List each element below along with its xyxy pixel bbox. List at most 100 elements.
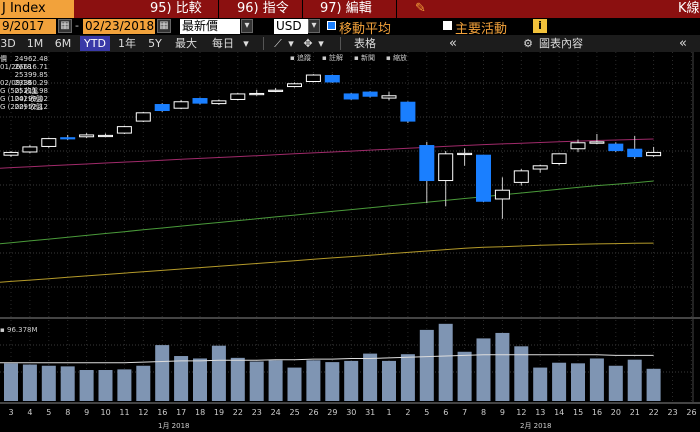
moving-avg-checkbox[interactable] — [327, 21, 336, 30]
period-1y[interactable]: 1年 — [118, 37, 136, 50]
volume-bar — [287, 367, 302, 401]
x-tick-label: 30 — [346, 408, 357, 417]
chevron-down-icon[interactable]: ▾ — [243, 37, 249, 50]
compare-button[interactable]: 95) 比較 — [150, 1, 202, 16]
x-tick-label: 19 — [213, 408, 225, 417]
ma50-line — [0, 138, 654, 169]
gear-icon[interactable]: ⚙ — [523, 37, 533, 50]
x-tick-label: 26 — [686, 408, 697, 417]
start-date-field[interactable]: 9/2017 — [0, 19, 56, 34]
candle — [532, 164, 548, 173]
x-tick-label: 18 — [195, 408, 206, 417]
frequency-select[interactable]: 每日 — [212, 37, 234, 50]
x-tick-label: 22 — [232, 408, 243, 417]
candle — [513, 169, 529, 186]
x-tick-label: 12 — [138, 408, 149, 417]
chart-legend: 價 24962.48 01/26/18 26616.71 25399.85 02/0… — [0, 55, 48, 111]
candle — [173, 99, 189, 110]
chart-content-button[interactable]: 圖表內容 — [539, 37, 583, 50]
x-tick-label: 25 — [289, 408, 300, 417]
price-chart[interactable] — [0, 52, 700, 432]
calendar-icon[interactable]: ▦ — [157, 19, 171, 33]
divider — [396, 0, 397, 18]
volume-bar — [608, 365, 623, 401]
chevron-down-icon[interactable]: ▾ — [241, 19, 253, 33]
x-tick-label: 7 — [462, 408, 468, 417]
volume-bars — [0, 323, 661, 401]
candle — [60, 134, 76, 140]
news-tool[interactable]: ▪ 新聞 — [354, 54, 375, 62]
track-tool[interactable]: ▪ 追蹤 — [290, 54, 311, 62]
price-type-select[interactable]: 最新價 — [180, 19, 240, 34]
calendar-icon[interactable]: ▦ — [58, 19, 72, 33]
chevron-down-icon[interactable]: ▾ — [318, 37, 324, 50]
period-max[interactable]: 最大 — [175, 37, 197, 50]
candle-body — [494, 189, 510, 200]
end-date-field[interactable]: 02/23/2018 — [83, 19, 155, 34]
edit-button[interactable]: 97) 編輯 — [320, 1, 372, 16]
candle-body — [476, 154, 491, 202]
divider — [302, 0, 303, 18]
volume-bar — [60, 366, 75, 401]
line-chart-icon[interactable]: ⟋ — [274, 37, 282, 50]
move-icon[interactable]: ✥ — [303, 37, 313, 50]
volume-bar — [230, 357, 245, 401]
legend-row: G (100) 收盤 24299.02 — [0, 95, 48, 103]
volume-bar — [514, 346, 529, 401]
pencil-icon[interactable]: ✎ — [415, 1, 426, 16]
candle-body — [551, 153, 567, 164]
candle — [98, 133, 113, 138]
candle-body — [457, 152, 473, 156]
volume-bar — [400, 354, 415, 401]
candle-body — [116, 126, 132, 134]
candle-body — [60, 137, 76, 140]
info-icon[interactable]: i — [533, 19, 547, 33]
volume-bar — [571, 363, 585, 401]
chevron-down-icon[interactable]: ▾ — [308, 19, 320, 33]
candle-body — [570, 142, 586, 150]
candle-body — [230, 93, 246, 100]
period-3d[interactable]: 3D — [0, 37, 16, 50]
x-tick-label: 31 — [365, 408, 376, 417]
volume-bar — [22, 364, 37, 401]
moving-avg-label: 移動平均 — [339, 22, 392, 37]
volume-bar — [325, 362, 340, 401]
candle-body — [79, 134, 95, 138]
zoom-tool[interactable]: ▪ 縮放 — [386, 54, 407, 62]
volume-bar — [533, 367, 548, 401]
period-ytd[interactable]: YTD — [80, 36, 110, 51]
x-tick-label: 21 — [629, 408, 640, 417]
candle — [230, 93, 246, 101]
legend-row: G (50) 收盤 25211.98 — [0, 87, 48, 95]
period-toolbar: 3D 1M 6M YTD 1年 5Y 最大 每日 ▾ ⟋ ▾ ✥ ▾ 表格 « … — [0, 35, 700, 52]
volume-bar — [382, 360, 396, 401]
command-button[interactable]: 96) 指令 — [237, 1, 289, 16]
x-tick-label: 2 — [405, 408, 411, 417]
x-tick-label: 4 — [27, 408, 33, 417]
annotate-tool[interactable]: ▪ 註解 — [322, 54, 343, 62]
x-tick-label: 5 — [424, 408, 430, 417]
chevron-down-icon[interactable]: ▾ — [288, 37, 294, 50]
volume-bar — [419, 329, 434, 401]
table-button[interactable]: 表格 — [354, 37, 376, 50]
major-events-checkbox[interactable] — [443, 21, 452, 30]
candle-body — [589, 141, 605, 144]
legend-row: G (200) 收盤 22952.12 — [0, 103, 48, 111]
index-name: J Index — [0, 0, 74, 18]
period-5y[interactable]: 5Y — [148, 37, 162, 50]
moving-average-lines — [0, 138, 654, 283]
period-1m[interactable]: 1M — [26, 37, 44, 50]
candle — [305, 74, 321, 83]
currency-select[interactable]: USD — [274, 19, 308, 34]
candle — [249, 89, 265, 96]
period-6m[interactable]: 6M — [54, 37, 72, 50]
x-tick-label: 17 — [176, 408, 187, 417]
collapse-right-icon[interactable]: « — [679, 36, 687, 51]
candle — [3, 151, 19, 158]
collapse-left-icon[interactable]: « — [449, 36, 457, 51]
x-tick-label: 20 — [610, 408, 621, 417]
candle — [343, 93, 359, 100]
volume-average-line — [0, 354, 654, 364]
month-label: 2月 2018 — [520, 422, 552, 430]
chart-grid — [0, 52, 693, 403]
